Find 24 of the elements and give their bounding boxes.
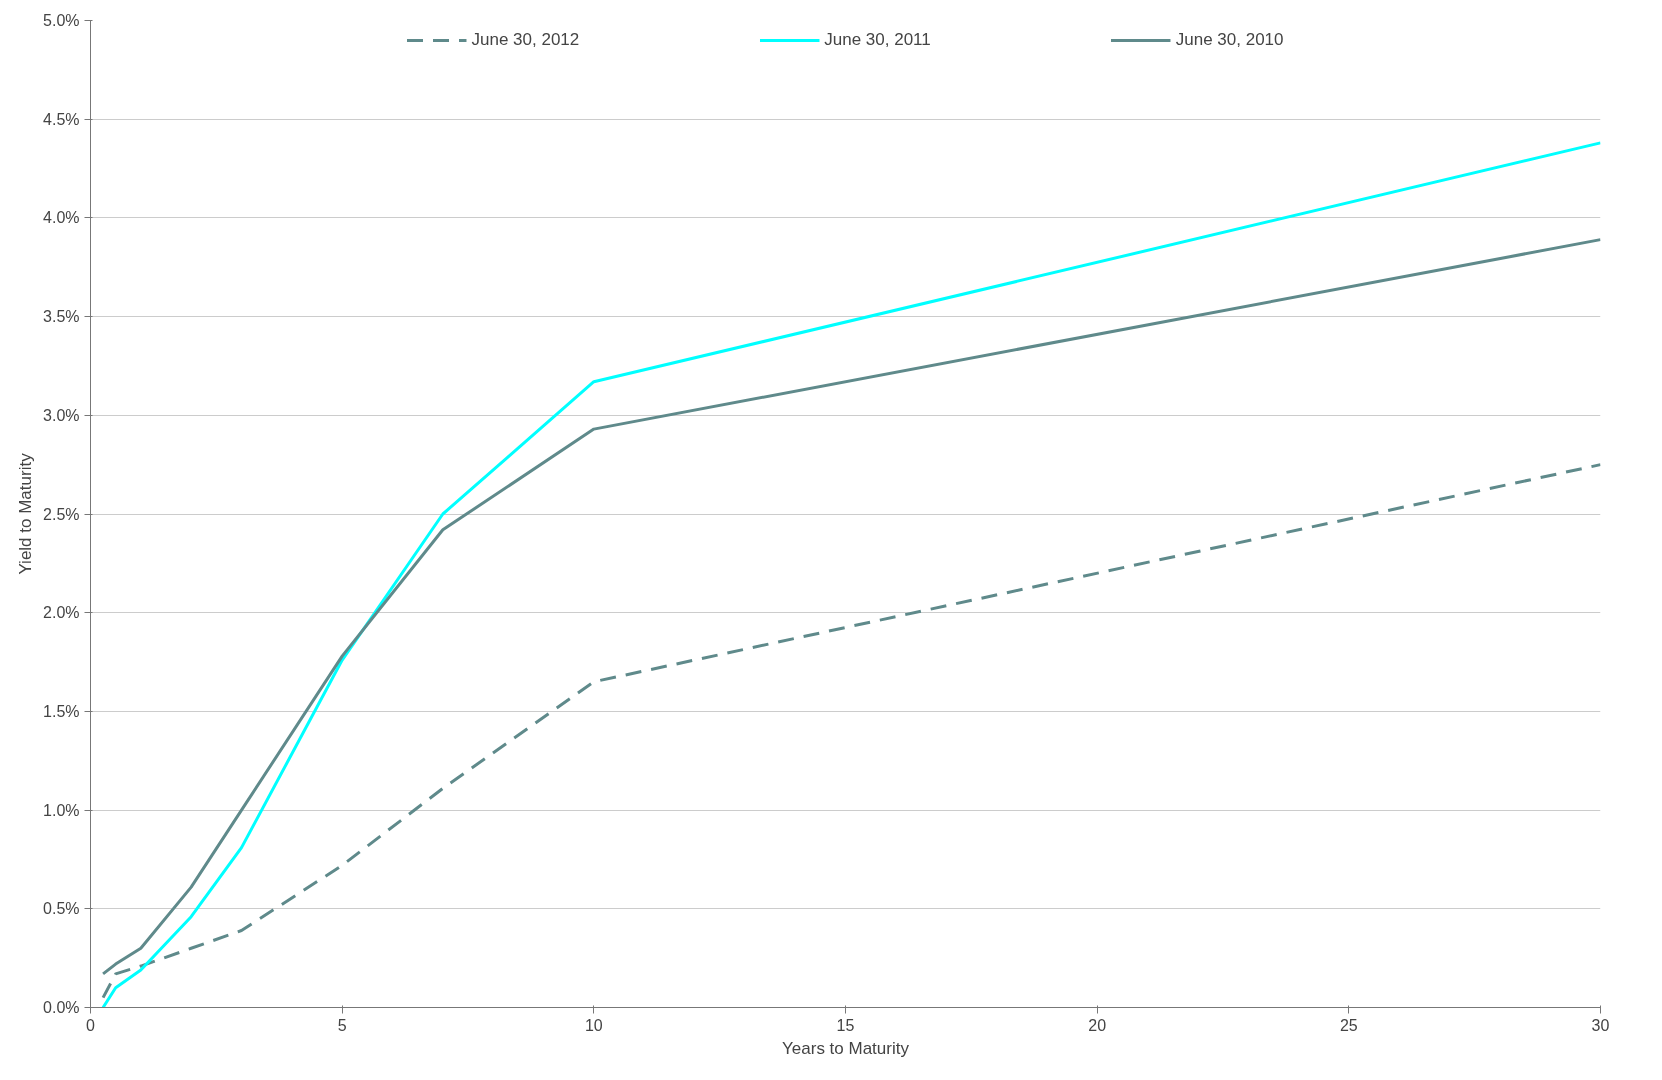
y-tick-label: 0.0%	[43, 999, 80, 1016]
y-tick-label: 3.5%	[43, 308, 80, 326]
y-tick-label: 4.0%	[43, 209, 80, 227]
y-tick-label: 1.5%	[43, 702, 80, 720]
x-tick-label: 20	[1088, 1016, 1107, 1034]
x-axis-title: Years to Maturity	[782, 1038, 910, 1058]
y-tick-label: 0.5%	[43, 900, 80, 918]
y-tick-label: 4.5%	[43, 110, 80, 128]
y-tick-label: 1.0%	[43, 801, 80, 819]
y-tick-label: 5.0%	[43, 12, 80, 29]
x-tick-label: 10	[584, 1016, 603, 1034]
y-axis-title: Yield to Maturity	[16, 452, 36, 575]
y-tick-label: 2.0%	[43, 604, 80, 622]
legend-label: June 30, 2012	[471, 30, 580, 50]
x-tick-label: 5	[337, 1016, 347, 1034]
legend-label: June 30, 2011	[824, 30, 931, 50]
y-tick-label: 2.5%	[43, 505, 80, 523]
x-tick-label: 30	[1591, 1016, 1610, 1034]
x-tick-label: 25	[1339, 1016, 1358, 1034]
x-tick-label: 0	[86, 1016, 96, 1034]
y-tick-label: 3.0%	[43, 406, 80, 424]
x-tick-label: 15	[836, 1016, 855, 1034]
legend-label: June 30, 2010	[1175, 30, 1284, 50]
line-series	[101, 463, 1601, 1000]
